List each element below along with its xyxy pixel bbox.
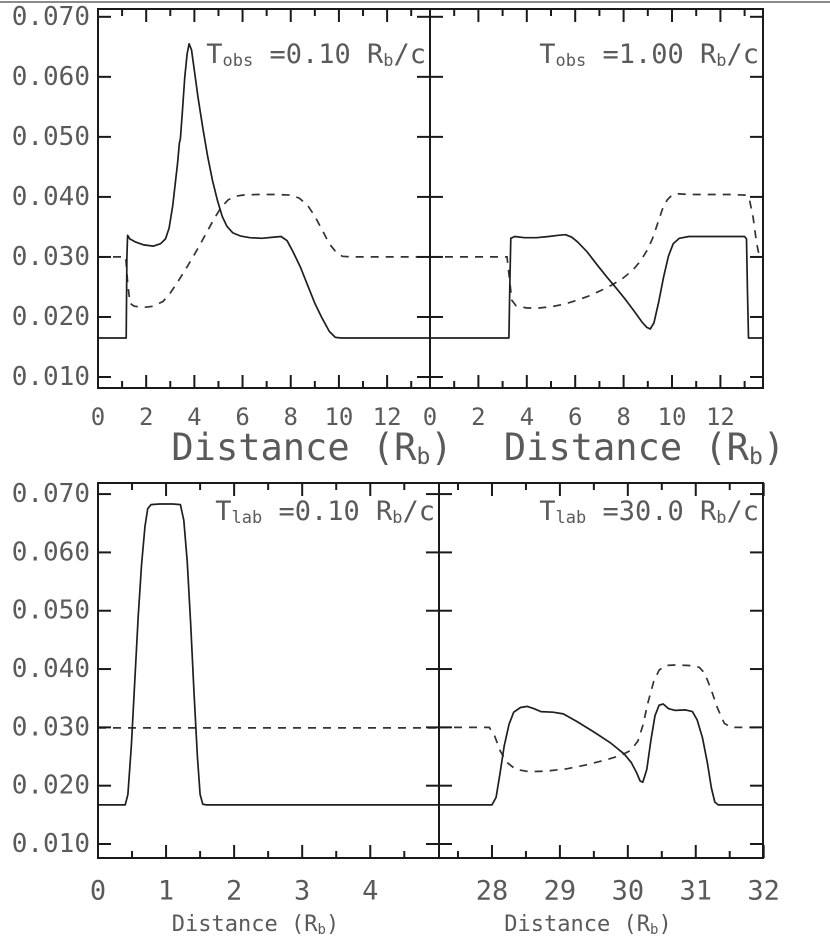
y-tick-label: 0.030 [12,712,90,742]
ticks-tobs-0.10 [97,9,430,388]
x-tick-label: 4 [520,403,534,431]
x-tick-label: 10 [324,403,353,431]
panel-tobs-1.00: 0 2 4 6 8 10 12 Tobs​ =1.00 Rb​/c Distance (Rb​) [423,8,785,471]
solid-curve-tobs-0.10 [98,42,430,339]
y-tick-label: 0.060 [12,537,90,567]
x-tick-label: 2 [471,403,485,431]
panel-tlab-30.0: 28 29 30 31 32 Tlab​ =30.0 Rb​/c Distance (Rb​… [438,482,780,939]
x-tick-label: 30 [612,876,645,907]
x-tick-label: 2 [139,403,153,431]
x-axis-title-tlab-0.10: Distance (Rb​) [172,912,339,939]
solid-curve-tobs-1.00 [430,233,763,339]
x-tick-label: 3 [294,876,310,907]
x-tick-label: 12 [706,403,735,431]
y-tick-label: 0.010 [12,829,90,859]
x-tick-label: 10 [658,403,687,431]
y-tick-label: 0.030 [12,242,90,272]
panel-tobs-0.10: 0 2 4 6 8 10 12 0.010 0.020 0.030 0.040 0.050 0.060 0… [12,2,453,470]
y-tick-label: 0.040 [12,182,90,212]
ticks-tlab-30.0 [439,483,765,858]
x-tick-label: 6 [568,403,582,431]
y-tick-label: 0.010 [12,362,90,392]
solid-curve-tlab-30.0 [439,703,763,806]
x-tick-label: 29 [544,876,577,907]
panel-title-tlab-30.0: Tlab​ =30.0 Rb​/c [539,496,759,529]
y-tick-label: 0.050 [12,596,90,626]
x-tick-label: 4 [187,403,201,431]
x-tick-label: 8 [284,403,298,431]
y-tick-label: 0.070 [12,2,90,32]
y-tick-label: 0.020 [12,771,90,801]
panel-title-tobs-0.10: Tobs​ =0.10 Rb​/c [206,39,426,72]
axes-box-tlab-0.10 [97,482,440,859]
y-tick-label: 0.040 [12,654,90,684]
x-tick-label: 0 [90,876,106,907]
x-tick-label: 6 [235,403,249,431]
panel-title-tlab-0.10: Tlab​ =0.10 Rb​/c [215,496,435,529]
x-tick-label: 1 [158,876,174,907]
ticks-tobs-1.00 [429,9,763,388]
y-tick-label: 0.060 [12,62,90,92]
y-tick-label: 0.050 [12,122,90,152]
x-tick-label: 0 [423,403,437,431]
y-tick-label: 0.020 [12,302,90,332]
top-rule [0,1,830,3]
axes-box-tobs-1.00 [429,8,764,389]
x-tick-label: 8 [616,403,630,431]
x-tick-label: 12 [373,403,402,431]
panel-title-tobs-1.00: Tobs​ =1.00 Rb​/c [539,39,759,72]
panel-tlab-0.10: 0 1 2 3 4 0.010 0.020 0.030 0.040 0.050 0.060 0.070… [12,479,440,939]
x-tick-label: 32 [747,876,780,907]
x-axis-title-tobs-1.00: Distance (Rb​) [504,426,785,471]
dashed-curve-tlab-30.0 [439,664,763,773]
x-tick-label: 2 [226,876,242,907]
x-axis-title-tlab-30.0: Distance (Rb​) [504,912,671,939]
ticks-tlab-0.10 [97,483,439,858]
y-tick-label: 0.070 [12,479,90,509]
x-tick-label: 0 [91,403,105,431]
x-axis-title-tobs-0.10: Distance (Rb​) [171,426,452,471]
solid-curve-tlab-0.10 [98,503,439,806]
axes-box-tlab-30.0 [438,482,764,859]
dashed-curve-tobs-0.10 [98,193,430,309]
x-tick-label: 28 [476,876,509,907]
x-tick-label: 31 [679,876,712,907]
x-tick-label: 4 [362,876,378,907]
dashed-curve-tobs-1.00 [430,193,763,309]
